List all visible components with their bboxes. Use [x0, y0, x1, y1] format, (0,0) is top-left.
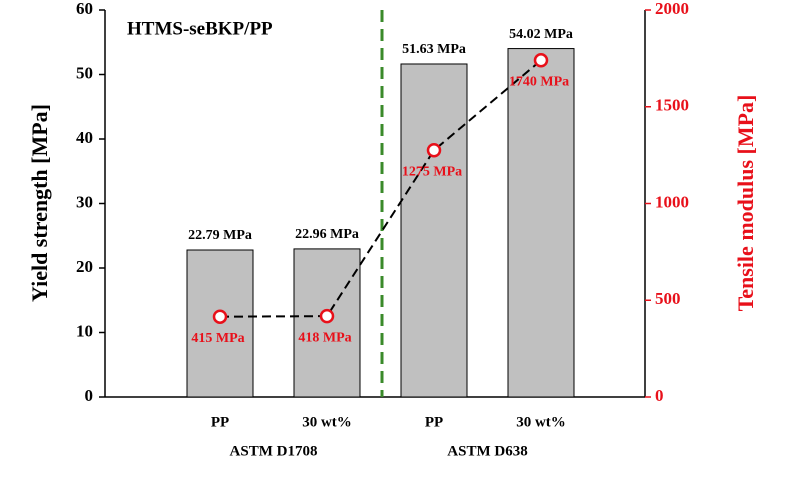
y2-tick-label: 500	[655, 289, 681, 308]
x-tick-label: 30 wt%	[302, 414, 352, 430]
y-axis-label: Yield strength [MPa]	[27, 104, 52, 302]
y-tick-label: 20	[76, 257, 93, 276]
bar-value-label: 22.96 MPa	[295, 227, 359, 242]
bar-value-label: 51.63 MPa	[402, 42, 466, 57]
x-tick-label: PP	[211, 414, 229, 430]
line-value-label: 1740 MPa	[509, 75, 569, 90]
marker	[533, 53, 549, 68]
group-label: ASTM D1708	[230, 443, 318, 459]
marker	[212, 309, 228, 324]
y-tick-label: 60	[76, 0, 93, 18]
y2-axis-label: Tensile modulus [MPa]	[733, 95, 758, 312]
bar-value-label: 54.02 MPa	[509, 27, 573, 42]
line-value-label: 415 MPa	[191, 331, 244, 346]
line-value-label: 418 MPa	[298, 330, 351, 345]
y2-tick-label: 0	[655, 386, 664, 405]
chart-title: HTMS-seBKP/PP	[127, 18, 273, 39]
y-tick-label: 30	[76, 192, 93, 211]
y2-tick-label: 2000	[655, 0, 689, 18]
x-tick-label: PP	[425, 414, 443, 430]
y2-tick-label: 1000	[655, 192, 689, 211]
x-tick-label: 30 wt%	[516, 414, 566, 430]
y-tick-label: 50	[76, 63, 93, 82]
group-label: ASTM D638	[447, 443, 527, 459]
y-tick-label: 40	[76, 128, 93, 147]
line-value-label: 1275 MPa	[402, 165, 462, 180]
y-tick-label: 10	[76, 321, 93, 340]
y-tick-label: 0	[85, 386, 94, 405]
bar-value-label: 22.79 MPa	[188, 228, 252, 243]
bar	[400, 63, 468, 398]
bar	[507, 48, 575, 398]
y2-tick-label: 1500	[655, 96, 689, 115]
marker	[319, 308, 335, 324]
marker	[426, 143, 442, 158]
